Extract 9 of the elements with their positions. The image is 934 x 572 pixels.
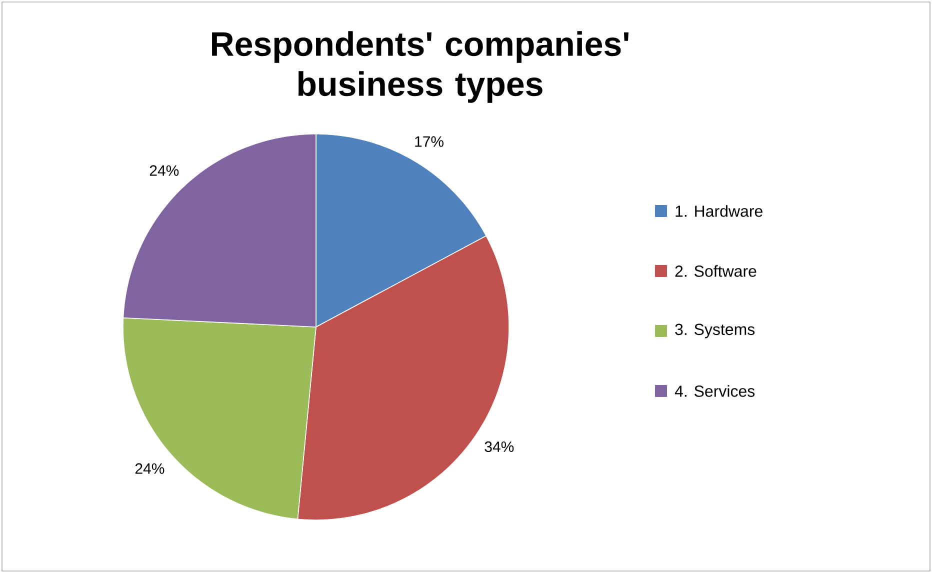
legend-label: 1. Hardware xyxy=(676,205,762,217)
chart-title: Respondents' companies' business types xyxy=(212,31,628,103)
data-label: 34% xyxy=(484,441,514,452)
data-label: 24% xyxy=(135,463,164,474)
data-label: 17% xyxy=(415,136,444,147)
data-label: 24% xyxy=(150,165,179,176)
legend-label: 3. Systems xyxy=(675,324,755,338)
legend-label: 4. Services xyxy=(674,385,755,397)
legend-label: 2. Software xyxy=(675,265,756,277)
